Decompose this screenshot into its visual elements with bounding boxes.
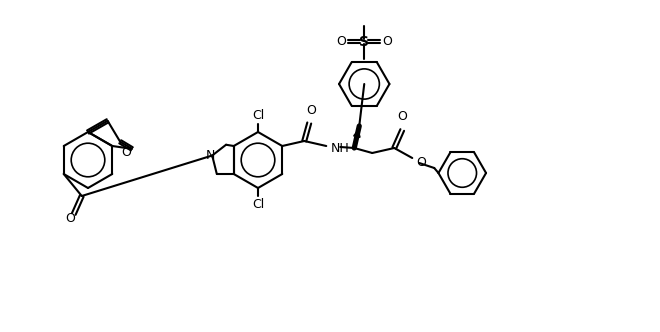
Text: O: O — [337, 35, 347, 48]
Text: O: O — [397, 110, 407, 123]
Text: O: O — [65, 212, 75, 225]
Text: O: O — [382, 35, 392, 48]
Text: O: O — [306, 104, 316, 117]
Text: N: N — [205, 149, 215, 162]
Text: S: S — [359, 35, 369, 49]
Text: O: O — [121, 146, 131, 159]
Text: O: O — [416, 155, 426, 169]
Text: NH: NH — [331, 141, 350, 154]
Text: Cl: Cl — [252, 198, 264, 211]
Text: Cl: Cl — [252, 109, 264, 122]
